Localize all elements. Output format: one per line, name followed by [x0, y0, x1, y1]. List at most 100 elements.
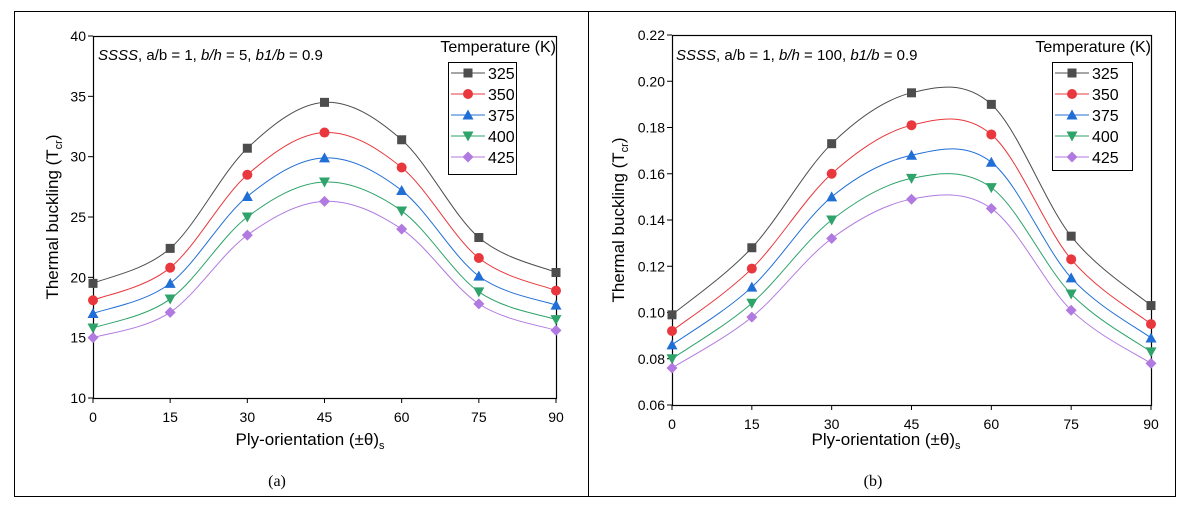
y-axis-label: Thermal buckling (Tcr)	[43, 134, 65, 299]
data-point-425-30	[826, 233, 838, 244]
x-tick-label: 75	[471, 409, 487, 425]
legend-marker-triangle-up-icon	[462, 109, 474, 120]
figure-frame	[14, 11, 1176, 497]
y-tick-label: 25	[70, 209, 86, 225]
legend-label: 425	[1092, 150, 1119, 167]
series-400	[666, 173, 1157, 365]
data-point-325-60	[397, 135, 407, 145]
data-point-400-45	[906, 173, 917, 184]
y-axis-label: Thermal buckling (Tcr)	[609, 137, 631, 302]
x-axis-label: Ply-orientation (±θ)s	[236, 430, 386, 452]
annotation-part: = 0.9	[880, 47, 918, 64]
legend-marker-triangle-down-icon	[462, 131, 474, 142]
data-point-350-60	[396, 162, 407, 173]
data-point-400-90	[550, 315, 562, 326]
legend-item-325: 325	[451, 66, 515, 83]
x-axis-label-main: Ply-orientation (±θ)	[812, 430, 956, 449]
x-tick-label: 45	[904, 416, 920, 432]
y-axis-label-subscript: cr	[53, 140, 65, 150]
legend-box	[1052, 62, 1133, 171]
y-tick-label: 0.14	[638, 212, 665, 228]
legend-title: Temperature (K)	[440, 39, 556, 56]
legend-marker-circle-icon	[1067, 89, 1077, 99]
annotation-part: SSSS	[676, 47, 716, 64]
legend-marker-diamond-icon	[1066, 151, 1078, 163]
data-point-375-45	[319, 152, 330, 163]
data-point-325-60	[986, 99, 996, 109]
series-350	[88, 127, 561, 306]
data-point-375-75	[1065, 272, 1077, 283]
legend-marker-square-icon	[463, 68, 473, 78]
data-point-350-0	[667, 326, 677, 336]
annotation-part: , a/b = 1,	[138, 47, 201, 64]
x-axis-label: Ply-orientation (±θ)s	[812, 430, 962, 452]
x-tick-label: 30	[824, 416, 840, 432]
x-tick-label: 60	[394, 409, 410, 425]
x-tick-label: 60	[984, 416, 1000, 432]
caption-a: (a)	[268, 473, 286, 490]
data-point-400-45	[319, 177, 330, 188]
legend-item-350: 350	[451, 87, 515, 104]
annotation-part: = 100,	[800, 47, 850, 64]
data-point-350-15	[746, 263, 757, 274]
data-point-375-30	[826, 191, 838, 202]
legend-item-425: 425	[451, 150, 515, 167]
legend: 325 350 375 400 425	[1052, 62, 1133, 171]
y-axis-label-main: Thermal buckling (T	[609, 152, 628, 302]
data-point-400-30	[241, 212, 253, 223]
y-tick-label: 0.10	[638, 305, 665, 321]
legend-label: 350	[488, 87, 515, 104]
data-point-425-15	[164, 306, 176, 318]
data-point-350-45	[906, 120, 917, 131]
data-point-375-90	[1145, 332, 1157, 343]
data-point-425-90	[1145, 357, 1157, 369]
data-point-325-90	[551, 268, 561, 278]
data-point-375-30	[241, 190, 253, 201]
data-point-350-0	[88, 295, 98, 306]
legend-label: 325	[1092, 66, 1119, 83]
y-tick-label: 0.08	[638, 351, 665, 367]
caption-b: (b)	[864, 473, 883, 490]
data-point-325-15	[747, 243, 757, 253]
data-point-375-15	[746, 281, 758, 292]
data-point-325-30	[242, 143, 252, 153]
legend-label: 425	[488, 150, 515, 167]
legend: 325 350 375 400 425	[448, 62, 517, 175]
legend-marker-square-icon	[1067, 68, 1077, 78]
x-tick-label: 0	[89, 409, 97, 425]
annotation-part: SSSS	[98, 47, 138, 64]
x-tick-label: 15	[744, 416, 760, 432]
panel-b: 0.06 0.08 0.10 0.12 0.14 0.16 0.18 0.20 0.22 0 15 3…	[609, 27, 1159, 452]
y-tick-label: 10	[70, 390, 86, 406]
data-point-325-15	[165, 243, 175, 253]
legend-label: 325	[488, 66, 515, 83]
legend-box	[448, 62, 517, 175]
y-tick-label: 0.16	[638, 166, 665, 182]
data-point-375-90	[550, 299, 562, 310]
x-axis-label-main: Ply-orientation (±θ)	[236, 430, 380, 449]
data-point-400-75	[1065, 289, 1077, 300]
data-point-350-60	[986, 129, 997, 140]
data-point-325-0	[667, 310, 677, 320]
series-425	[666, 193, 1157, 374]
y-axis-label-end: )	[609, 137, 628, 143]
condition-annotation: SSSS, a/b = 1, b/h = 5, b1/b = 0.9	[98, 47, 323, 64]
x-axis-label-subscript: s	[955, 440, 961, 452]
series-325	[667, 86, 1156, 320]
legend-item-325: 325	[1055, 66, 1119, 83]
legend-item-375: 375	[1055, 108, 1119, 125]
data-point-400-60	[985, 183, 997, 194]
data-point-400-0	[666, 354, 678, 365]
data-point-375-75	[473, 270, 485, 281]
data-point-425-60	[985, 202, 997, 214]
series-425	[87, 195, 562, 344]
data-point-325-45	[907, 88, 916, 98]
data-point-350-30	[826, 168, 837, 179]
x-tick-label: 15	[162, 409, 178, 425]
legend-item-400: 400	[451, 129, 515, 146]
data-point-375-45	[906, 149, 917, 160]
y-tick-label: 30	[70, 149, 86, 165]
data-point-375-0	[666, 339, 678, 350]
data-point-375-60	[985, 156, 997, 167]
